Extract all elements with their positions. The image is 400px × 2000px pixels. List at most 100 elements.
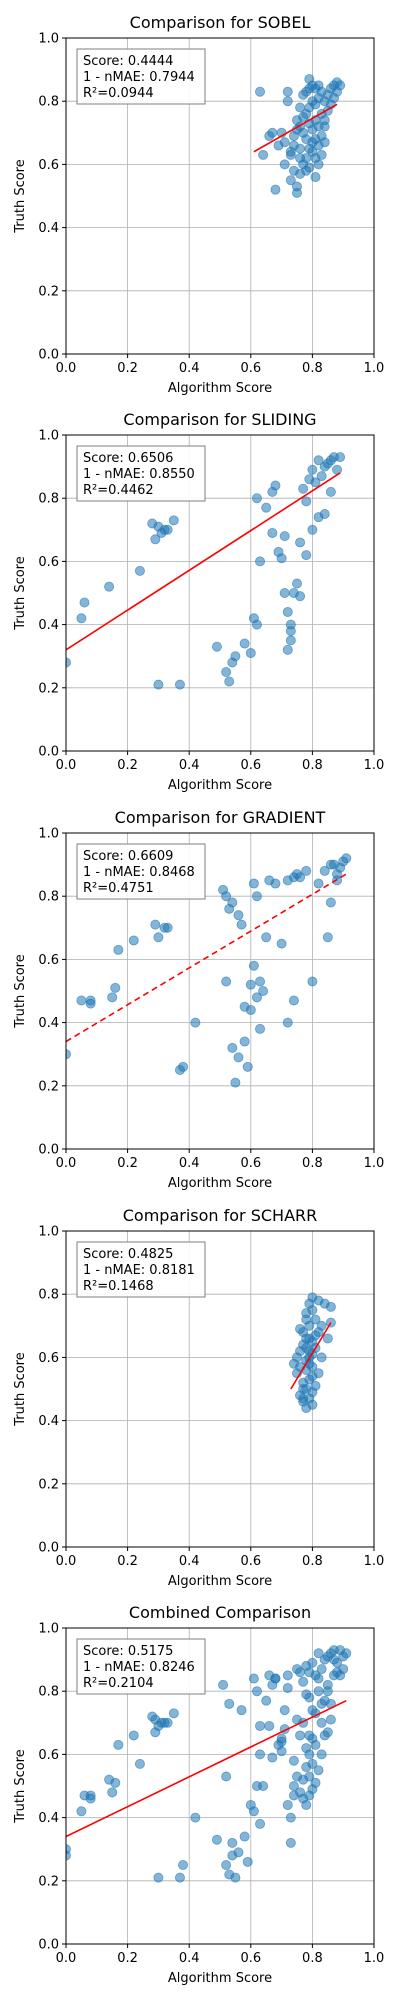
data-point <box>316 1698 327 1709</box>
x-tick-label: 0.4 <box>179 361 200 376</box>
stats-line: Score: 0.6609 <box>83 849 173 864</box>
data-point <box>279 588 290 599</box>
data-point <box>255 1818 266 1829</box>
x-tick-label: 1.0 <box>364 1156 385 1171</box>
data-point <box>288 995 299 1006</box>
data-point <box>255 1023 266 1034</box>
y-tick-label: 1.0 <box>38 32 59 47</box>
data-point <box>233 910 244 921</box>
data-point <box>233 1847 244 1858</box>
data-point <box>325 1714 336 1725</box>
data-point <box>174 679 185 690</box>
x-tick-label: 0.0 <box>56 1951 77 1966</box>
data-point <box>211 1834 222 1845</box>
data-point <box>310 1777 321 1788</box>
data-point <box>338 1664 349 1675</box>
data-point <box>236 919 247 930</box>
x-tick-label: 0.2 <box>117 1554 138 1569</box>
y-tick-label: 0.4 <box>38 1414 59 1429</box>
x-tick-label: 0.6 <box>240 758 261 773</box>
y-axis-label: Truth Score <box>13 1352 28 1427</box>
data-point <box>79 597 90 608</box>
data-point <box>168 1708 179 1719</box>
x-tick-label: 1.0 <box>364 361 385 376</box>
data-point <box>282 1017 293 1028</box>
data-point <box>107 992 118 1003</box>
stats-line: R²=0.0944 <box>83 86 154 101</box>
data-point <box>76 995 87 1006</box>
x-tick-label: 0.6 <box>240 1156 261 1171</box>
data-point <box>110 1777 121 1788</box>
stats-line: 1 - nMAE: 0.7944 <box>83 70 195 85</box>
data-point <box>218 1679 229 1690</box>
x-tick-label: 0.6 <box>240 361 261 376</box>
data-point <box>319 508 330 519</box>
y-tick-label: 0.0 <box>38 745 59 760</box>
chart-title: Comparison for GRADIENT <box>115 808 326 827</box>
chart-panel-2: Comparison for SLIDING 0.00.0 0.2 0.2 0.4 0.4… <box>13 410 384 793</box>
plot-area <box>288 1292 336 1413</box>
data-point <box>322 1333 333 1344</box>
data-point <box>301 1342 312 1353</box>
data-point <box>248 1673 259 1684</box>
data-point <box>251 619 262 630</box>
data-point <box>255 976 266 987</box>
data-point <box>295 537 306 548</box>
y-tick-label: 0.8 <box>38 890 59 905</box>
axes-frame <box>65 434 375 752</box>
data-point <box>307 137 318 148</box>
data-point <box>150 534 161 545</box>
x-tick-label: 0.6 <box>240 1951 261 1966</box>
data-point <box>251 493 262 504</box>
chart-panel-3: Comparison for GRADIENT 0.00.0 0.2 0.2 0.4 0.… <box>13 808 384 1191</box>
data-point <box>270 878 281 889</box>
data-point <box>239 638 250 649</box>
stats-line: R²=0.4462 <box>83 483 154 498</box>
x-axis-label: Algorithm Score <box>168 1971 272 1986</box>
data-point <box>313 455 324 466</box>
y-tick-label: 0.6 <box>38 1351 59 1366</box>
data-point <box>307 524 318 535</box>
data-point <box>227 1837 238 1848</box>
data-point <box>110 982 121 993</box>
data-point <box>316 149 327 160</box>
chart-title: Comparison for SCHARR <box>123 1206 318 1225</box>
stats-line: Score: 0.4444 <box>83 54 173 69</box>
data-point <box>316 1664 327 1675</box>
y-tick-label: 0.0 <box>38 1938 59 1953</box>
x-tick-label: 0.0 <box>56 361 77 376</box>
data-point <box>298 112 309 123</box>
data-point <box>313 1648 324 1659</box>
data-point <box>178 1061 189 1072</box>
data-point <box>304 74 315 85</box>
data-point <box>291 1352 302 1363</box>
data-point <box>298 1384 309 1395</box>
data-point <box>258 1781 269 1792</box>
data-point <box>276 938 287 949</box>
data-point <box>267 127 278 138</box>
y-axis-label: Truth Score <box>13 954 28 1029</box>
data-point <box>295 143 306 154</box>
data-point <box>291 578 302 589</box>
data-point <box>285 635 296 646</box>
data-point <box>341 1648 352 1659</box>
data-point <box>227 897 238 908</box>
data-point <box>267 1752 278 1763</box>
data-point <box>153 679 164 690</box>
y-axis-label: Truth Score <box>13 159 28 234</box>
data-point <box>261 1695 272 1706</box>
stats-line: 1 - nMAE: 0.8468 <box>83 865 195 880</box>
data-point <box>304 1771 315 1782</box>
data-point <box>313 1765 324 1776</box>
stats-line: Score: 0.5175 <box>83 1644 173 1659</box>
data-point <box>304 1730 315 1741</box>
y-tick-label: 0.8 <box>38 1685 59 1700</box>
data-point <box>273 140 284 151</box>
data-point <box>270 1673 281 1684</box>
data-point <box>310 1739 321 1750</box>
data-point <box>307 1657 318 1668</box>
data-point <box>310 1380 321 1391</box>
